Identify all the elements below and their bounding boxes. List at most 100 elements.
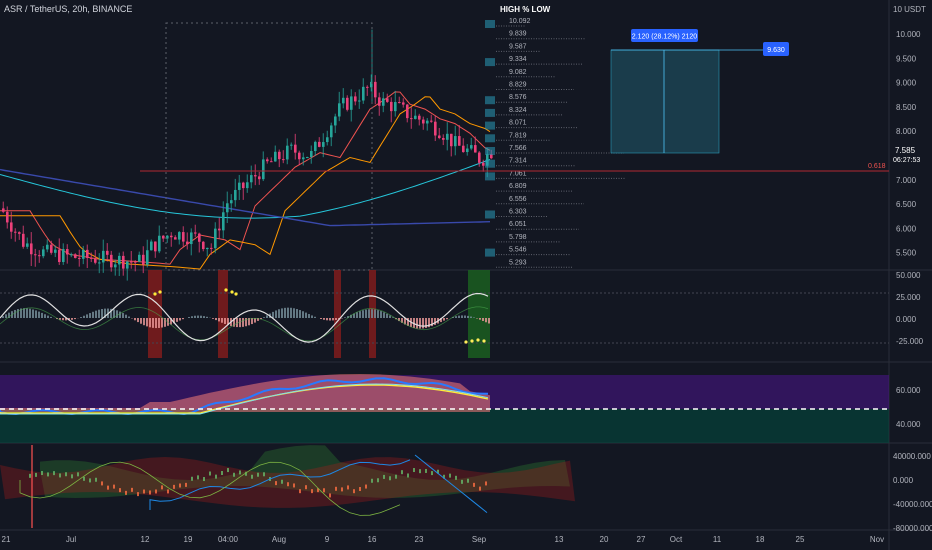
rsi-band — [0, 374, 490, 412]
volume-band-green — [40, 445, 570, 498]
candle-body — [10, 222, 13, 232]
candle-body — [22, 233, 25, 247]
profile-level-label: 8.576 — [509, 94, 527, 101]
candle-body — [270, 161, 273, 163]
last-price-badge — [890, 145, 922, 165]
measure-area[interactable] — [610, 49, 720, 154]
candle-body — [266, 159, 269, 162]
candle-body — [214, 228, 217, 249]
candle-body — [130, 261, 133, 263]
measure-tooltip-text: 2.120 (28.12%) 2120 — [632, 34, 697, 41]
currency-badge[interactable]: 10 USDT — [893, 5, 926, 14]
target-price-badge — [763, 42, 789, 56]
volume-delta-pane[interactable] — [0, 445, 575, 528]
volume-line-blue — [414, 454, 488, 513]
candle-body — [386, 98, 389, 102]
candle-body — [430, 120, 433, 122]
selection-box[interactable] — [165, 22, 373, 271]
rsi-pane[interactable] — [0, 374, 889, 443]
oversold-zone — [0, 409, 889, 443]
signal-dot — [482, 339, 486, 343]
candle-body — [442, 138, 445, 140]
candle-body — [322, 142, 325, 147]
candle-body — [210, 247, 213, 249]
candle-body — [478, 152, 481, 163]
candle-body — [470, 145, 473, 149]
candle-body — [90, 257, 93, 259]
candle-body — [370, 81, 373, 88]
candle-body — [94, 258, 97, 263]
candle-body — [78, 257, 81, 259]
signal-line — [0, 306, 489, 342]
candle-body — [318, 141, 321, 147]
time-tick: Jul — [66, 535, 76, 544]
oscillator-tick: 50.000 — [896, 271, 921, 280]
signal-dot — [464, 340, 468, 344]
volume-axis: 40000.000 0.000 -40000.000 -80000.000 — [893, 452, 932, 533]
price-tick: 7.000 — [896, 176, 917, 185]
oscillator-axis: 50.000 25.000 0.000 -25.000 — [896, 271, 924, 346]
candle-body — [42, 249, 45, 257]
candle-body — [110, 254, 113, 268]
candle-body — [242, 182, 245, 189]
candle-body — [382, 98, 385, 106]
profile-block — [485, 248, 495, 257]
candle-body — [466, 148, 469, 153]
candle-body — [14, 231, 17, 233]
signal-zone — [148, 270, 162, 358]
candle-body — [294, 144, 297, 153]
candle-body — [314, 141, 317, 152]
time-tick: Aug — [272, 535, 286, 544]
candle-body — [178, 232, 181, 240]
profile-level-label: 5.798 — [509, 234, 527, 241]
time-tick: Sep — [472, 535, 487, 544]
candle-body — [250, 175, 253, 183]
volume-profile-title: HIGH % LOW — [500, 5, 551, 14]
candle-body — [474, 145, 477, 153]
time-tick: 27 — [637, 535, 646, 544]
candle-body — [406, 104, 409, 119]
signal-dot — [470, 339, 474, 343]
volume-profile: 10.092 9.839 9.587 9.334 9.082 8.829 8.576 8.32… — [485, 18, 626, 268]
oscillator-pane[interactable] — [0, 270, 889, 358]
candle-body — [54, 249, 57, 253]
time-tick: 13 — [555, 535, 564, 544]
profile-level-label: 9.082 — [509, 69, 527, 76]
candle-body — [150, 241, 153, 251]
candle-body — [262, 159, 265, 180]
time-tick: 19 — [184, 535, 193, 544]
candle-body — [230, 200, 233, 204]
candle-body — [194, 232, 197, 234]
symbol-title[interactable]: ASR / TetherUS, 20h, BINANCE — [4, 4, 132, 14]
candle-body — [206, 247, 209, 250]
profile-level-label: 6.556 — [509, 196, 527, 203]
candle-body — [238, 182, 241, 190]
profile-block — [485, 58, 495, 67]
rsi-tick: 60.000 — [896, 386, 921, 395]
fib-level-label: 0.618 — [868, 163, 886, 170]
candle-body — [390, 101, 393, 112]
signal-dot — [158, 290, 162, 294]
candle-body — [350, 96, 353, 110]
candle-body — [414, 115, 417, 119]
candle-body — [366, 86, 369, 88]
candle-body — [114, 264, 117, 268]
candle-body — [446, 133, 449, 140]
profile-block — [485, 96, 495, 105]
candle-body — [26, 243, 29, 247]
price-tick: 10.000 — [896, 30, 921, 39]
time-tick: 20 — [600, 535, 609, 544]
candle-body — [450, 133, 453, 147]
time-axis[interactable]: 21 Jul 12 19 04:00 Aug 9 16 23 Sep 13 20 27 Oct 11 18 25… — [2, 535, 885, 544]
profile-level-label: 5.293 — [509, 259, 527, 266]
candle-body — [218, 228, 221, 231]
candle-body — [306, 157, 309, 159]
profile-block — [485, 159, 495, 168]
profile-level-label: 6.051 — [509, 221, 527, 228]
ma-slow-line — [0, 159, 491, 219]
candle-body — [62, 249, 65, 263]
last-price-text: 7.585 — [895, 146, 916, 155]
candle-body — [402, 102, 405, 105]
oscillator-tick: 0.000 — [896, 315, 917, 324]
